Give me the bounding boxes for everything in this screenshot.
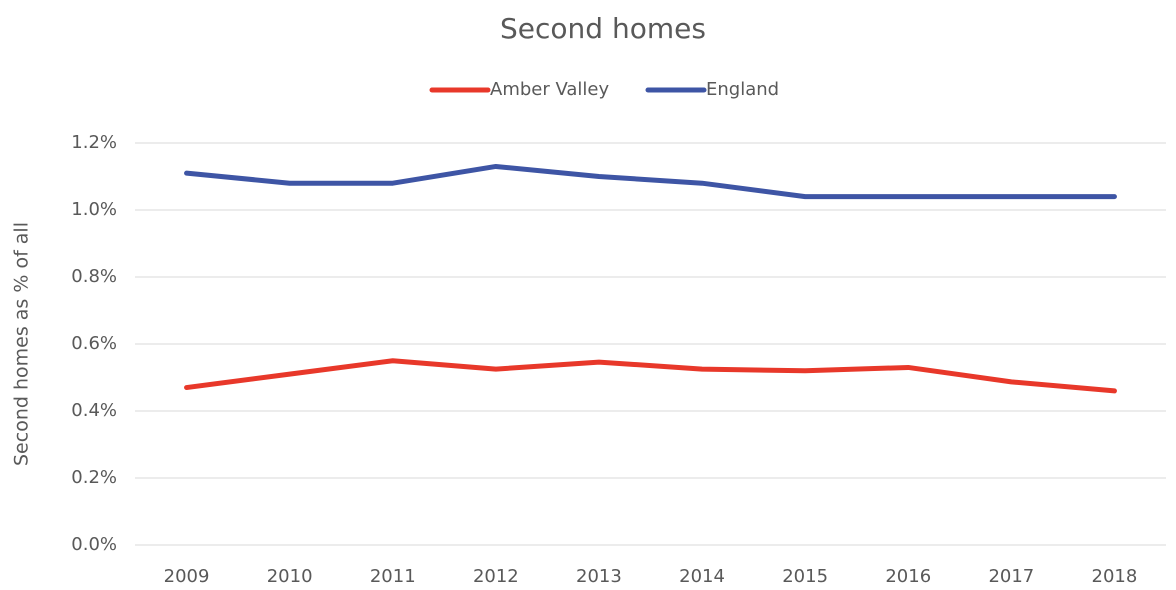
x-tick-label: 2014 [679, 566, 725, 587]
x-tick-label: 2017 [988, 566, 1034, 587]
x-tick-label: 2015 [782, 566, 828, 587]
y-tick-label: 0.6% [71, 333, 117, 354]
legend-label: Amber Valley [490, 79, 609, 100]
legend-label: England [706, 79, 779, 100]
y-axis-label: Second homes as % of all [11, 222, 33, 466]
series-line [184, 358, 1117, 394]
x-tick-label: 2018 [1092, 566, 1138, 587]
y-tick-label: 0.0% [71, 534, 117, 555]
y-tick-label: 1.0% [71, 199, 117, 220]
y-tick-label: 0.2% [71, 467, 117, 488]
x-tick-label: 2013 [576, 566, 622, 587]
y-tick-label: 0.4% [71, 400, 117, 421]
chart-title: Second homes [500, 12, 706, 45]
x-tick-label: 2010 [267, 566, 313, 587]
x-tick-label: 2016 [885, 566, 931, 587]
y-tick-label: 1.2% [71, 132, 117, 153]
y-tick-label: 0.8% [71, 266, 117, 287]
x-tick-label: 2011 [370, 566, 416, 587]
series-line [184, 163, 1117, 200]
x-tick-label: 2009 [164, 566, 210, 587]
x-tick-label: 2012 [473, 566, 519, 587]
